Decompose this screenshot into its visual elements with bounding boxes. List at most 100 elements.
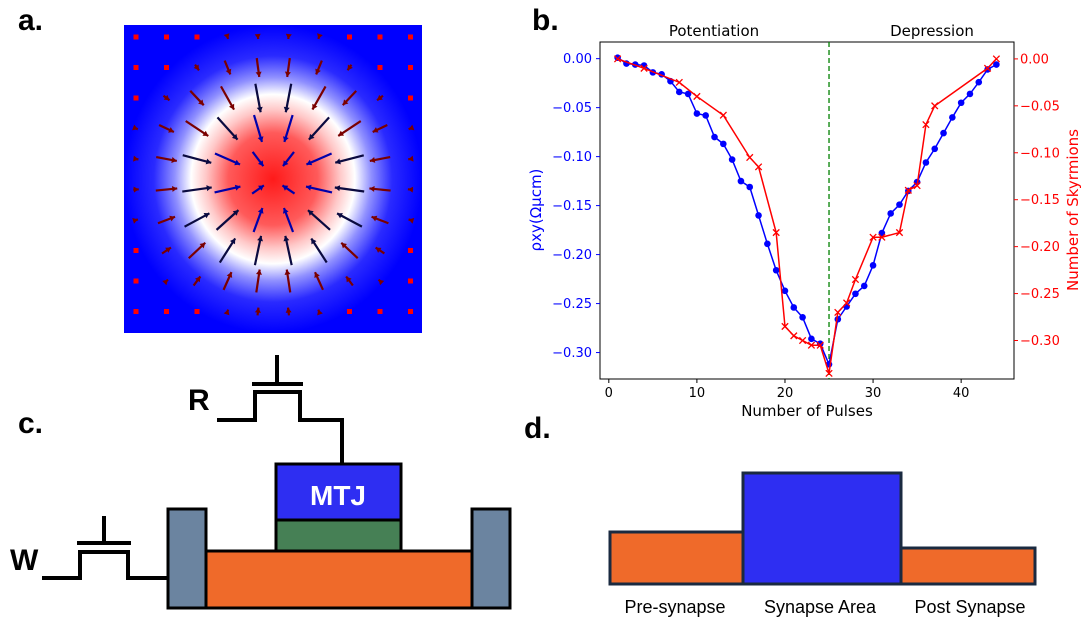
right-y-tick-label: −0.25 — [1020, 287, 1060, 302]
spin-arrow-head — [315, 68, 321, 75]
spin-arrow-head — [231, 133, 238, 140]
right-y-tick-label: 0.00 — [1020, 52, 1049, 67]
data-point-right — [931, 102, 939, 110]
spin-arrow-head — [162, 279, 168, 286]
data-point-left — [957, 99, 965, 107]
spin-arrow-head — [282, 185, 289, 191]
spin-arrow-head — [317, 309, 323, 316]
data-point-left — [702, 112, 710, 119]
left-y-tick-label: −0.05 — [552, 101, 592, 116]
mtj-label: MTJ — [310, 480, 366, 511]
data-point-left — [860, 282, 868, 290]
data-point-left — [711, 133, 718, 141]
spin-arrow-head — [347, 64, 353, 71]
spin-dot — [164, 34, 169, 40]
spin-arrow-head — [317, 33, 323, 39]
data-point-left — [737, 177, 745, 185]
x-tick-label: 20 — [777, 386, 794, 401]
spin-arrow-head — [133, 155, 139, 162]
spin-arrow-head — [257, 235, 263, 242]
spin-arrow-head — [255, 269, 262, 275]
synapse-area-label: Synapse Area — [764, 597, 877, 617]
mtj-block — [274, 462, 403, 522]
spin-arrow-head — [206, 185, 212, 192]
panel-label-b: b. — [532, 4, 559, 37]
spin-arrow-head — [163, 94, 170, 101]
data-point-left — [966, 90, 974, 98]
spin-arrow-head — [375, 247, 382, 253]
write-wire — [42, 550, 168, 580]
data-point-right — [798, 336, 807, 345]
data-point-left — [984, 66, 991, 73]
spin-arrow-head — [283, 106, 290, 113]
data-point-left — [931, 145, 939, 153]
spin-arrow-head — [338, 130, 345, 136]
data-point-left — [790, 304, 798, 311]
right-electrode — [470, 507, 512, 610]
data-point-left — [852, 290, 859, 298]
data-point-left — [949, 114, 956, 121]
data-point-right — [869, 233, 877, 241]
spin-arrow-head — [171, 157, 177, 163]
data-point-right — [719, 111, 727, 119]
data-point-left — [781, 287, 789, 295]
spin-dot — [377, 65, 383, 70]
data-point-right — [675, 78, 683, 87]
data-point-right — [895, 228, 904, 237]
spin-arrow-head — [369, 185, 375, 192]
spin-dot — [194, 34, 200, 40]
data-point-right — [816, 341, 824, 349]
data-point-right — [772, 228, 780, 237]
spin-arrow-head — [378, 279, 385, 286]
spin-dot — [408, 278, 413, 284]
data-point-right — [834, 308, 842, 317]
skyrmion-core — [124, 25, 422, 333]
pre-synapse-block — [608, 530, 745, 586]
spin-arrow-head — [284, 71, 291, 77]
spin-dot — [133, 95, 139, 101]
spin-arrow-head — [282, 136, 289, 142]
spin-arrow-head — [312, 103, 318, 110]
spin-arrow-head — [225, 68, 232, 75]
data-point-left — [684, 90, 692, 98]
left-y-tick-label: −0.30 — [552, 346, 592, 361]
spin-arrow-head — [234, 159, 241, 166]
spin-arrow-head — [306, 159, 313, 166]
spin-arrow-head — [254, 33, 261, 39]
spin-arrow-head — [341, 242, 347, 249]
spin-dot — [133, 34, 139, 40]
spin-arrow-head — [254, 307, 261, 313]
post-synapse-label: Post Synapse — [914, 597, 1025, 617]
left-y-tick-label: −0.20 — [552, 248, 592, 263]
spin-dot — [377, 309, 383, 314]
skyrmion-map — [124, 25, 422, 333]
data-point-left — [675, 88, 683, 96]
data-point-right — [825, 369, 833, 378]
spin-dot — [408, 95, 413, 101]
data-point-right — [746, 153, 754, 162]
data-point-left — [772, 266, 780, 274]
data-point-left — [975, 78, 983, 86]
spin-arrow-head — [377, 94, 383, 101]
spin-arrow-head — [198, 99, 204, 106]
data-point-left — [764, 240, 771, 248]
spin-arrow-head — [306, 184, 312, 191]
spin-dot — [408, 65, 413, 70]
spin-arrow-head — [132, 217, 138, 224]
left-electrode — [166, 507, 208, 610]
spin-arrow-head — [334, 185, 341, 192]
left-y-tick-label: −0.25 — [552, 297, 592, 312]
read-wire — [217, 390, 344, 464]
data-point-left — [922, 159, 930, 166]
x-axis-title: Number of Pulses — [741, 402, 873, 420]
pre-synapse-label: Pre-synapse — [624, 597, 725, 617]
tunnel-barrier — [274, 518, 403, 553]
right-y-tick-label: −0.30 — [1020, 334, 1060, 349]
x-tick-label: 0 — [605, 386, 613, 401]
data-point-right — [781, 322, 789, 331]
spin-arrow-head — [255, 71, 262, 77]
x-tick-label: 10 — [689, 386, 706, 401]
spin-dot — [377, 34, 383, 40]
free-layer-track — [204, 549, 474, 610]
